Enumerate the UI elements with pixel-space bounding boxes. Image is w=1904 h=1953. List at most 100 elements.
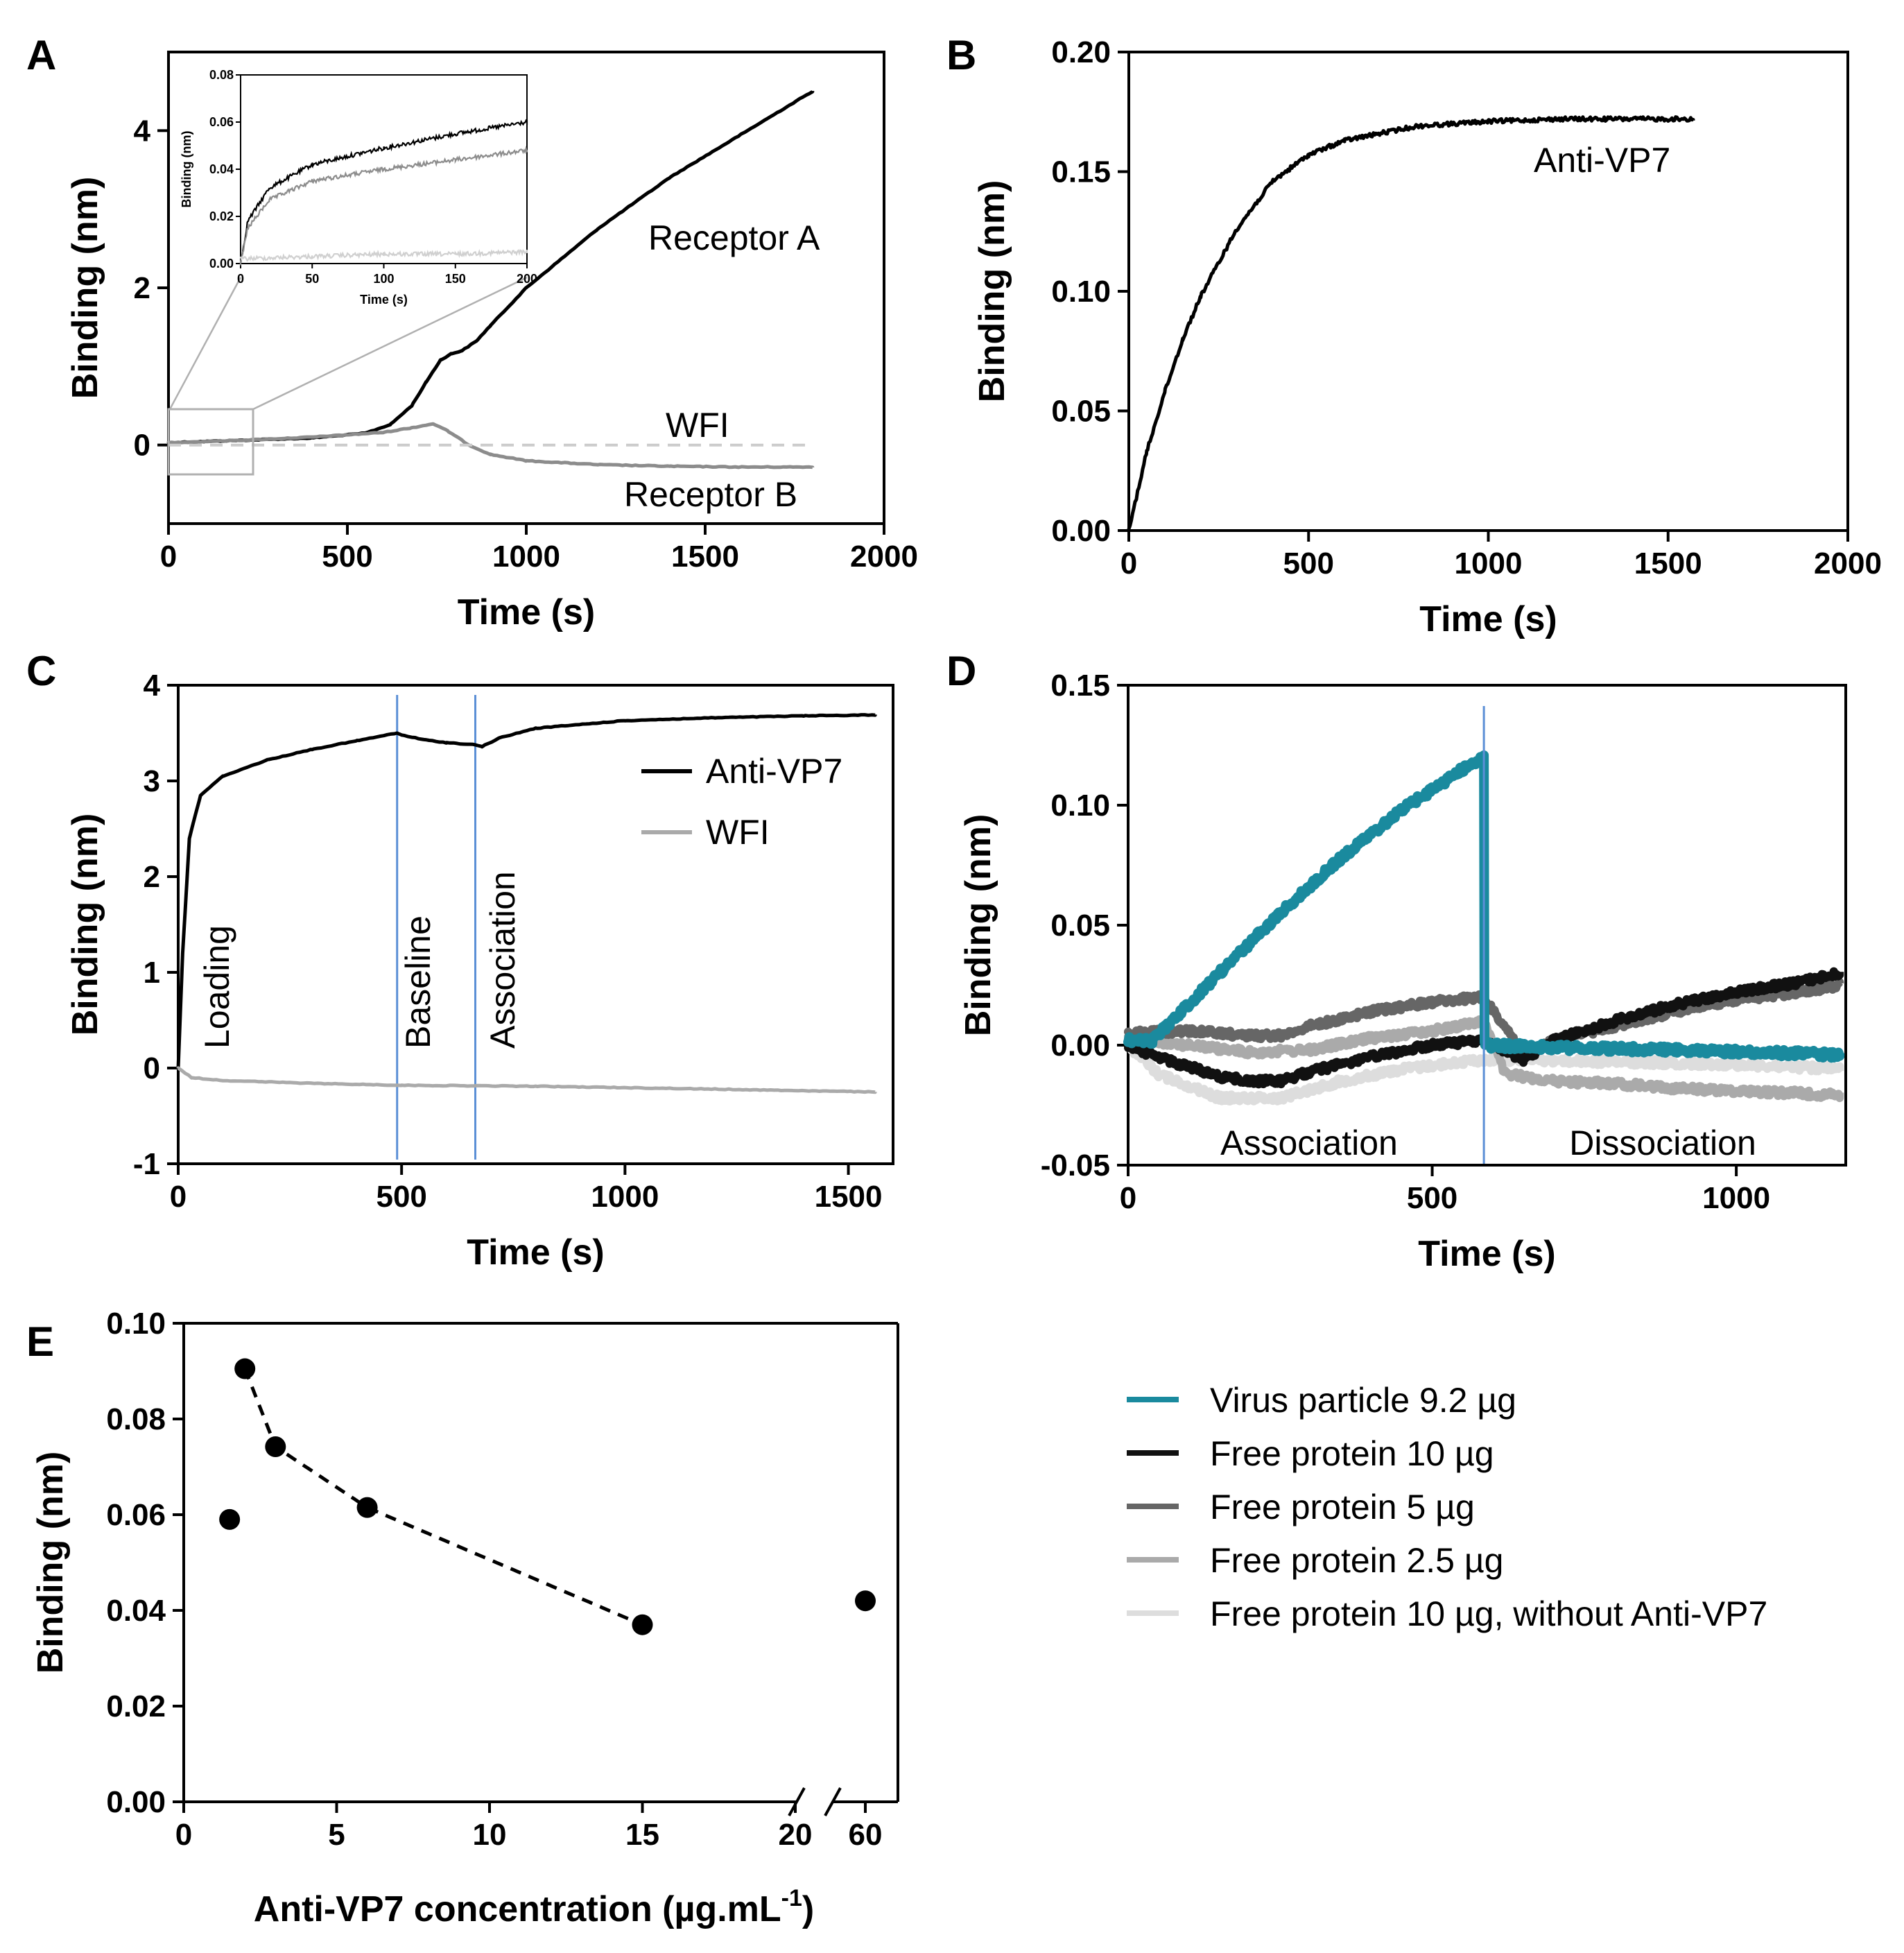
panel-e-ytick-label: 0.06: [106, 1498, 166, 1532]
panel-e-xtick-label: 20: [779, 1818, 813, 1852]
panel-a-ytick-label: 2: [134, 271, 150, 305]
panel-b-xlabel: Time (s): [1419, 599, 1557, 639]
panel-c-frame: [177, 684, 894, 1165]
panel-d-xtick-label: 500: [1407, 1181, 1457, 1215]
panel-d-ytick-label: -0.05: [1041, 1148, 1110, 1182]
zoom-box: [167, 408, 254, 476]
panel-a-xtick-label: 1500: [671, 540, 739, 574]
inset-series-wfi: [239, 248, 528, 262]
fit-line: [243, 1368, 643, 1627]
panel-c-xtick-label: 1500: [815, 1180, 883, 1214]
panel-e-xtick-label: 0: [175, 1818, 192, 1852]
panel-e-xtick-label: 10: [473, 1818, 507, 1852]
data-point: [265, 1436, 286, 1458]
inset-xtick-label: 200: [517, 272, 537, 286]
panel-c-ytick-label: 1: [144, 956, 160, 990]
panel-b-xtick-label: 1500: [1634, 547, 1702, 580]
data-point: [632, 1614, 653, 1635]
inset-series-receptor-a: [239, 119, 528, 264]
panel-d-xtick-label: 0: [1120, 1181, 1136, 1215]
series-line-wfi: [176, 1066, 877, 1094]
panel-b-ylabel: Binding (nm): [972, 180, 1012, 403]
panel-e-ytick-label: 0.02: [106, 1689, 166, 1723]
data-point: [234, 1358, 256, 1379]
panel-c: C 0 500 1000 1500 -1 0 1 2 3 4 Time (s) Binding (nm)…: [26, 648, 894, 1273]
panel-letter-e: E: [26, 1318, 54, 1365]
label-wfi-a: WFI: [666, 406, 729, 445]
panel-e-ytick-label: 0.08: [106, 1402, 166, 1436]
panel-c-ytick-label: 2: [144, 860, 160, 894]
series-line-receptor-b: [166, 422, 815, 470]
panel-b-ytick-label: 0.10: [1051, 275, 1111, 309]
panel-a-xtick-label: 2000: [850, 540, 918, 574]
label-phase-loading: Loading: [198, 925, 236, 1049]
series-line-anti-vp7: [176, 713, 877, 1070]
legend-label-c: Anti-VP7: [706, 752, 842, 791]
panel-e-ylabel: Binding (nm): [31, 1452, 71, 1674]
panel-e-ytick-label: 0.04: [106, 1594, 166, 1628]
axis-break-mark: [824, 1787, 842, 1816]
panel-letter-c: C: [26, 648, 56, 694]
panel-e-ytick-label: 0.00: [106, 1785, 166, 1819]
panel-a-ylabel: Binding (nm): [65, 177, 105, 399]
xlabel-main: Anti-VP7 concentration (µg.mL: [254, 1889, 781, 1929]
inset-ytick-label: 0.08: [209, 68, 234, 82]
label-dissociation-d: Dissociation: [1569, 1124, 1756, 1162]
panel-a-xtick-label: 1000: [492, 540, 560, 574]
panel-c-xlabel: Time (s): [467, 1232, 604, 1273]
panel-c-xtick-label: 500: [376, 1180, 426, 1214]
panel-letter-b: B: [946, 32, 976, 78]
panel-c-ytick-label: 0: [144, 1051, 160, 1085]
panel-d-ytick-label: 0.00: [1050, 1029, 1110, 1062]
panel-b-ytick-label: 0.15: [1051, 155, 1111, 189]
panel-d-ylabel: Binding (nm): [958, 814, 998, 1037]
legend-label: Free protein 5 µg: [1210, 1488, 1475, 1526]
label-phase-baseline: Baseline: [399, 915, 438, 1049]
panel-b-xtick-label: 2000: [1814, 547, 1882, 580]
label-association-d: Association: [1220, 1124, 1398, 1162]
zoom-connector-left: [168, 277, 242, 410]
panel-b-ytick-label: 0.20: [1051, 35, 1111, 69]
panel-c-ytick-label: 4: [144, 669, 161, 703]
legend-label: Free protein 10 µg: [1210, 1434, 1494, 1473]
panel-d-xtick-label: 1000: [1702, 1181, 1770, 1215]
panel-a-ytick-label: 0: [134, 429, 150, 463]
label-anti-vp7-b: Anti-VP7: [1534, 141, 1670, 180]
inset-ytick-label: 0.06: [209, 115, 234, 129]
panel-e-xlabel: Anti-VP7 concentration (µg.mL-1): [254, 1885, 814, 1929]
panel-e-ytick-label: 0.10: [106, 1307, 166, 1341]
panel-c-ytick-label: -1: [133, 1147, 160, 1181]
panel-a-ytick-label: 4: [134, 114, 151, 148]
panel-c-xtick-label: 0: [170, 1180, 187, 1214]
zoom-connector-right: [252, 276, 528, 411]
inset-ylabel: Binding (nm): [180, 131, 193, 208]
xlabel-suffix: ): [802, 1889, 814, 1929]
label-receptor-b: Receptor B: [624, 475, 797, 514]
inset-xlabel: Time (s): [360, 293, 408, 307]
label-receptor-a: Receptor A: [648, 218, 820, 257]
panel-letter-d: D: [946, 648, 976, 694]
legend-label: Free protein 2.5 µg: [1210, 1541, 1504, 1580]
xlabel-superscript: -1: [781, 1885, 802, 1911]
series-line-anti-vp7: [1127, 115, 1695, 531]
legend-label: Virus particle 9.2 µg: [1210, 1381, 1516, 1420]
panel-b-ytick-label: 0.05: [1051, 395, 1111, 429]
panel-letter-a: A: [26, 32, 56, 78]
data-point: [855, 1590, 876, 1612]
panel-a-inset: 0 50 100 150 200 0.00 0.02 0.04 0.06 0.08 Time (s)…: [180, 68, 537, 307]
panel-d-ytick-label: 0.10: [1050, 789, 1110, 823]
legend-panel-d: Virus particle 9.2 µg Free protein 10 µg F…: [1127, 1381, 1767, 1633]
series-line-virus-particle-9-2-g: [1123, 750, 1845, 1063]
inset-xtick-label: 100: [373, 272, 394, 286]
panel-d-ytick-label: 0.15: [1050, 669, 1110, 703]
inset-xtick-label: 50: [305, 272, 319, 286]
panel-a-xtick-label: 0: [160, 540, 177, 574]
legend-label: Free protein 10 µg, without Anti-VP7: [1210, 1594, 1767, 1633]
inset-ytick-label: 0.00: [209, 257, 234, 270]
panel-e-xtick-label: 60: [849, 1818, 883, 1852]
panel-d: D 0 500 1000 -0.05 0.00 0.05 0.10 0.15 Time (s) Bi…: [946, 648, 1847, 1274]
panel-d-xlabel: Time (s): [1418, 1234, 1555, 1274]
panel-b: B 0 500 1000 1500 2000 0.00 0.05 0.10 0.15 0.20 Tim…: [946, 32, 1882, 639]
